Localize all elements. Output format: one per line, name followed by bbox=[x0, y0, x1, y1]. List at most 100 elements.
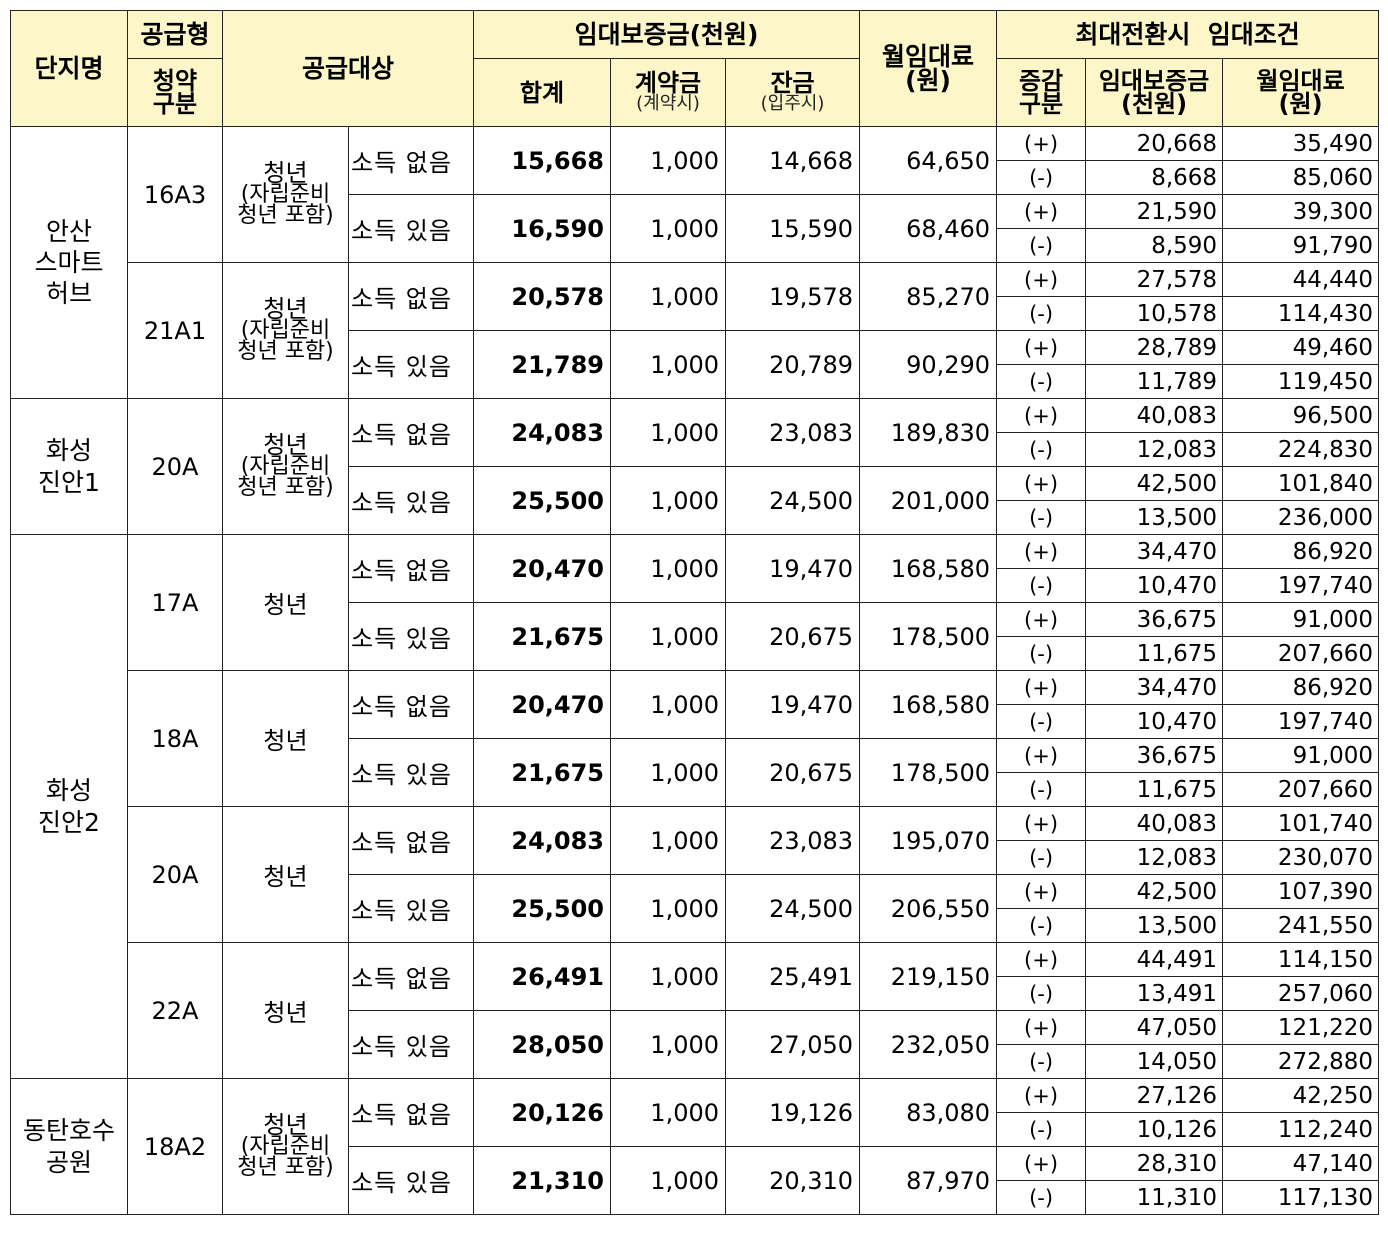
target-cell: 청년 bbox=[222, 806, 349, 943]
max-monthly-cell: 49,460 bbox=[1222, 330, 1380, 365]
header-max-monthly: 월임대료 (원) bbox=[1222, 58, 1380, 127]
max-monthly-cell: 85,060 bbox=[1222, 160, 1380, 195]
change-sign-cell: (+) bbox=[996, 534, 1087, 569]
target-line: 청년 bbox=[263, 295, 308, 324]
table-row: (-) 13,500 241,550 bbox=[11, 908, 1380, 943]
deposit-total-cell: 21,675 bbox=[473, 602, 612, 671]
max-deposit-cell: 20,668 bbox=[1085, 126, 1224, 161]
max-monthly-cell: 114,150 bbox=[1222, 942, 1380, 977]
deposit-total-cell: 24,083 bbox=[473, 398, 612, 467]
max-deposit-cell: 42,500 bbox=[1085, 466, 1224, 501]
header-max-deposit: 임대보증금 (천원) bbox=[1085, 58, 1224, 127]
income-cell: 소득 없음 bbox=[347, 942, 475, 1011]
monthly-rent-cell: 90,290 bbox=[859, 330, 998, 399]
table-row: (-) 13,491 257,060 bbox=[11, 976, 1380, 1011]
table-row: 소득 있음 25,500 1,000 24,500 201,000 (+) 42,500 10… bbox=[11, 466, 1380, 535]
target-line: 청년 bbox=[263, 1111, 308, 1140]
change-sign-cell: (+) bbox=[996, 466, 1087, 501]
contract-cell: 1,000 bbox=[610, 466, 727, 535]
max-monthly-cell: 101,840 bbox=[1222, 466, 1380, 501]
table-body: 안산 스마트 허브 16A3 청년 (자립준비 청년 포함) 소득 없음 15,668 1,0… bbox=[10, 126, 1380, 1215]
income-cell: 소득 없음 bbox=[347, 670, 475, 739]
change-sign-cell: (-) bbox=[996, 1044, 1087, 1079]
change-sign-cell: (+) bbox=[996, 1010, 1087, 1045]
contract-cell: 1,000 bbox=[610, 602, 727, 671]
change-sign-cell: (-) bbox=[996, 500, 1087, 535]
change-sign-cell: (+) bbox=[996, 942, 1087, 977]
max-monthly-cell: 39,300 bbox=[1222, 194, 1380, 229]
header-target: 공급대상 bbox=[221, 10, 475, 127]
max-deposit-cell: 11,675 bbox=[1085, 636, 1224, 671]
income-cell: 소득 있음 bbox=[347, 874, 475, 943]
max-deposit-cell: 10,126 bbox=[1085, 1112, 1224, 1147]
header-max-monthly-text: 월임대료 (원) bbox=[1256, 66, 1345, 118]
contract-cell: 1,000 bbox=[610, 738, 727, 807]
header-max-deposit-text: 임대보증금 (천원) bbox=[1098, 66, 1210, 118]
change-sign-cell: (-) bbox=[996, 704, 1087, 739]
max-deposit-cell: 27,578 bbox=[1085, 262, 1224, 297]
max-deposit-cell: 34,470 bbox=[1085, 534, 1224, 569]
max-monthly-cell: 86,920 bbox=[1222, 670, 1380, 705]
deposit-total-cell: 21,789 bbox=[473, 330, 612, 399]
change-sign-cell: (-) bbox=[996, 976, 1087, 1011]
target-line: 청년 포함) bbox=[237, 202, 334, 228]
max-monthly-cell: 241,550 bbox=[1222, 908, 1380, 943]
change-sign-cell: (+) bbox=[996, 874, 1087, 909]
table-row: 동탄호수 공원 18A2 청년 (자립준비 청년 포함) 소득 없음 20,126 1,000… bbox=[10, 1078, 1380, 1215]
income-cell: 소득 없음 bbox=[347, 806, 475, 875]
balance-cell: 19,470 bbox=[725, 534, 861, 603]
supply-type-cell: 20A bbox=[127, 398, 223, 535]
max-monthly-cell: 86,920 bbox=[1222, 534, 1380, 569]
supply-type-cell: 18A2 bbox=[127, 1078, 223, 1215]
table-row: 21A1 청년 (자립준비 청년 포함) 소득 없음 20,578 1,000 19,578 8… bbox=[11, 262, 1380, 399]
income-cell: 소득 있음 bbox=[347, 602, 475, 671]
supply-type-cell: 20A bbox=[127, 806, 223, 943]
deposit-total-cell: 28,050 bbox=[473, 1010, 612, 1079]
deposit-total-cell: 25,500 bbox=[473, 874, 612, 943]
table-row: (-) 10,470 197,740 bbox=[11, 704, 1380, 739]
monthly-rent-cell: 201,000 bbox=[859, 466, 998, 535]
income-cell: 소득 없음 bbox=[347, 1078, 475, 1147]
target-line: 청년 포함) bbox=[237, 1154, 334, 1180]
change-sign-cell: (+) bbox=[996, 1146, 1087, 1181]
monthly-rent-cell: 195,070 bbox=[859, 806, 998, 875]
deposit-total-cell: 26,491 bbox=[473, 942, 612, 1011]
supply-type-cell: 21A1 bbox=[127, 262, 223, 399]
target-line: 청년 bbox=[263, 431, 308, 460]
table-row: (-) 12,083 230,070 bbox=[11, 840, 1380, 875]
table-row: (-) 13,500 236,000 bbox=[11, 500, 1380, 535]
header-subscription-text: 청약 구분 bbox=[152, 66, 198, 118]
deposit-total-cell: 20,578 bbox=[473, 262, 612, 331]
max-monthly-cell: 42,250 bbox=[1222, 1078, 1380, 1113]
max-deposit-cell: 36,675 bbox=[1085, 738, 1224, 773]
income-cell: 소득 없음 bbox=[347, 126, 475, 195]
max-deposit-cell: 44,491 bbox=[1085, 942, 1224, 977]
table-header: 단지명 공급형 공급대상 임대보증금(천원) 월임대료 (원) 최대전환시 임대… bbox=[10, 10, 1380, 127]
deposit-total-cell: 20,470 bbox=[473, 534, 612, 603]
monthly-rent-cell: 68,460 bbox=[859, 194, 998, 263]
contract-cell: 1,000 bbox=[610, 194, 727, 263]
header-complex: 단지명 bbox=[10, 10, 128, 127]
table-row: (-) 11,675 207,660 bbox=[11, 636, 1380, 671]
header-supply-type: 공급형 bbox=[127, 10, 223, 59]
header-change: 증감 구분 bbox=[996, 58, 1087, 127]
max-monthly-cell: 207,660 bbox=[1222, 636, 1380, 671]
header-max-group: 최대전환시 임대조건 bbox=[996, 10, 1380, 59]
max-monthly-cell: 44,440 bbox=[1222, 262, 1380, 297]
income-cell: 소득 없음 bbox=[347, 398, 475, 467]
max-monthly-cell: 91,790 bbox=[1222, 228, 1380, 263]
table-row: 화성 진안1 20A 청년 (자립준비 청년 포함) 소득 없음 24,083 1,000 23… bbox=[10, 398, 1380, 535]
max-monthly-cell: 121,220 bbox=[1222, 1010, 1380, 1045]
change-sign-cell: (-) bbox=[996, 840, 1087, 875]
contract-cell: 1,000 bbox=[610, 330, 727, 399]
header-subscription: 청약 구분 bbox=[127, 58, 223, 127]
contract-cell: 1,000 bbox=[610, 670, 727, 739]
header-deposit-group: 임대보증금(천원) bbox=[473, 10, 861, 59]
max-deposit-cell: 28,310 bbox=[1085, 1146, 1224, 1181]
max-deposit-cell: 11,675 bbox=[1085, 772, 1224, 807]
max-deposit-cell: 10,578 bbox=[1085, 296, 1224, 331]
supply-type-cell: 18A bbox=[127, 670, 223, 807]
max-monthly-cell: 119,450 bbox=[1222, 364, 1380, 399]
max-monthly-cell: 91,000 bbox=[1222, 738, 1380, 773]
change-sign-cell: (-) bbox=[996, 160, 1087, 195]
